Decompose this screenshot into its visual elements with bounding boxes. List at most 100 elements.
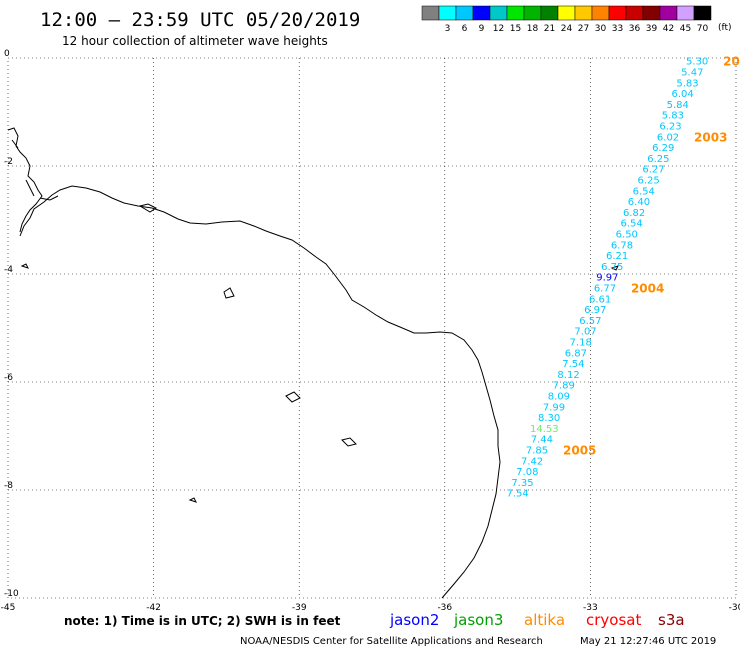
x-tick-label: -30 [729, 603, 740, 613]
track-value-label: 5.83 [676, 78, 698, 89]
colorbar-swatch [642, 5, 661, 21]
track-value-label: 6.25 [647, 154, 669, 165]
legend-entry-jason3: jason3 [453, 611, 503, 629]
track-value-label: 7.54 [506, 489, 528, 500]
track-value-label: 6.57 [579, 316, 601, 327]
track-value-label: 7.54 [562, 359, 584, 370]
y-tick-label: 0 [4, 49, 10, 59]
y-tick-label: -10 [4, 589, 19, 599]
island-5 [20, 263, 619, 503]
track-value-label: 6.50 [616, 230, 638, 241]
map-frame [7, 57, 737, 599]
colorbar-swatch [676, 5, 695, 21]
colorbar-swatch [472, 5, 491, 21]
x-tick-label: -45 [1, 603, 16, 613]
track-value-label: 6.54 [633, 186, 655, 197]
colorbar-swatch [438, 5, 457, 21]
footer-timestamp: May 21 12:27:46 UTC 2019 [580, 636, 716, 647]
colorbar-swatch [455, 5, 474, 21]
x-tick-label: -39 [292, 603, 307, 613]
legend-entry-jason2: jason2 [389, 611, 439, 629]
track-value-label: 7.07 [574, 327, 596, 338]
colorbar-tick-label: 30 [595, 24, 607, 34]
map-subtitle: 12 hour collection of altimeter wave hei… [62, 34, 328, 48]
colorbar-unit: (ft) [718, 23, 732, 33]
island-2 [223, 287, 235, 299]
track-value-label: 9.97 [596, 273, 618, 284]
track-value-label: 6.78 [611, 240, 633, 251]
track-value-label: 6.21 [606, 251, 628, 262]
legend-entry-altika: altika [524, 611, 565, 629]
track-value-label: 6.04 [671, 89, 693, 100]
track-value-label: 6.25 [638, 176, 660, 187]
track-value-label: 7.89 [553, 381, 575, 392]
track-value-label: 7.44 [531, 435, 553, 446]
track-value-label: 6.27 [642, 165, 664, 176]
track-value-label: 7.42 [521, 456, 543, 467]
colorbar-tick-label: 33 [612, 24, 623, 34]
colorbar-swatch [574, 5, 593, 21]
track-value-label: 5.84 [667, 100, 689, 111]
track-value-label: 6.40 [628, 197, 650, 208]
track-value-label: 8.30 [538, 413, 560, 424]
x-tick-label: -36 [437, 603, 452, 613]
colorbar-swatch [421, 5, 440, 21]
track-value-label: 6.82 [623, 208, 645, 219]
colorbar-tick-label: 21 [544, 24, 555, 34]
track-value-label: 7.08 [516, 467, 538, 478]
track-value-label: 7.35 [511, 478, 533, 489]
y-tick-label: -6 [4, 373, 13, 383]
year-label: 2002 [723, 55, 740, 69]
colorbar-swatch [625, 5, 644, 21]
track-value-label: 6.29 [652, 143, 674, 154]
y-tick-label: -4 [4, 265, 13, 275]
track-value-label: 7.18 [570, 338, 592, 349]
track-value-label: 6.87 [565, 348, 587, 359]
year-label: 2004 [631, 282, 664, 296]
colorbar-swatch [659, 5, 678, 21]
satellite-legend: jason2 jason3 altika cryosat s3a [389, 611, 685, 629]
track-value-label: 8.09 [548, 392, 570, 403]
island-4 [341, 437, 357, 447]
colorbar-swatch [693, 5, 712, 21]
colorbar-swatch [523, 5, 542, 21]
colorbar-tick-label: 24 [561, 24, 573, 34]
colorbar-tick-label: 12 [493, 24, 504, 34]
legend-entry-s3a: s3a [658, 611, 685, 629]
colorbar-swatch [540, 5, 559, 21]
track-value-label: 6.61 [589, 294, 611, 305]
island-3 [285, 391, 301, 403]
colorbar-tick-label: 27 [578, 24, 589, 34]
colorbar: 3 6 9 12 15 18 21 24 27 30 33 36 39 42 45 70 [421, 5, 712, 34]
colorbar-swatch [591, 5, 610, 21]
map-grid: -45 -42 -39 -36 -33 -30 0 -2 -4 -6 -8 -10 [1, 49, 740, 613]
track-value-label: 6.02 [657, 132, 679, 143]
track-value-label: 6.77 [594, 284, 616, 295]
colorbar-tick-label: 6 [462, 24, 468, 34]
track-value-label: 6.54 [621, 219, 643, 230]
colorbar-tick-label: 15 [510, 24, 521, 34]
y-tick-label: -8 [4, 481, 13, 491]
colorbar-swatch [557, 5, 576, 21]
colorbar-tick-label: 45 [680, 24, 691, 34]
colorbar-tick-label: 36 [629, 24, 641, 34]
altimeter-track: 5.305.475.836.045.845.836.236.026.296.25… [506, 57, 708, 500]
y-tick-label: -2 [4, 157, 13, 167]
coastline-north-islands [7, 127, 59, 233]
year-label: 2005 [563, 444, 596, 458]
track-value-label: 8.12 [557, 370, 579, 381]
track-value-label: 5.30 [686, 57, 708, 68]
track-value-label: 5.83 [662, 111, 684, 122]
coastline-mainland [19, 185, 501, 599]
colorbar-tick-label: 70 [697, 24, 709, 34]
x-tick-label: -33 [583, 603, 598, 613]
year-label: 2003 [694, 130, 727, 144]
track-value-label: 6.23 [659, 122, 681, 133]
track-value-label: 7.99 [543, 402, 565, 413]
year-labels: 2002 2003 2004 2005 [563, 55, 740, 458]
colorbar-tick-label: 42 [663, 24, 674, 34]
track-value-label: 14.53 [530, 424, 559, 435]
track-value-label: 6.75 [601, 262, 623, 273]
colorbar-tick-label: 9 [479, 24, 485, 34]
